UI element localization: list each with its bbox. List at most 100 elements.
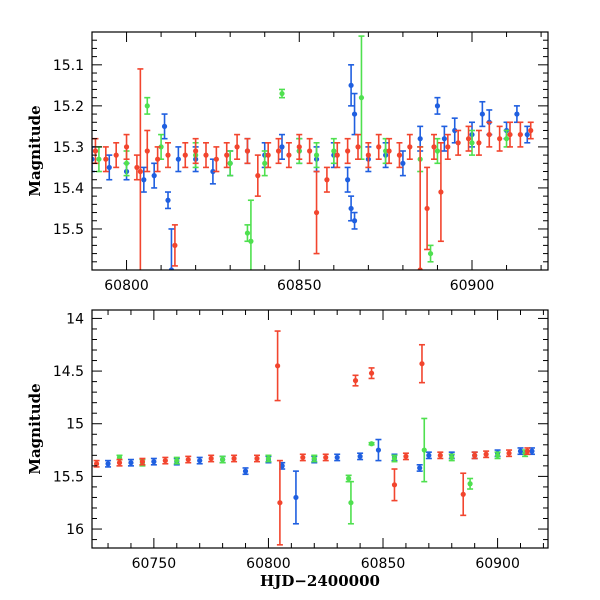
data-point [93, 461, 100, 467]
data-point [407, 144, 413, 150]
data-point [307, 148, 313, 154]
data-point [262, 160, 268, 166]
y-tick-label: 15 [66, 417, 84, 433]
data-point [134, 164, 140, 171]
x-tick-label: 60750 [132, 556, 177, 572]
data-layer [92, 35, 534, 270]
data-point [106, 164, 112, 171]
series-red [93, 330, 531, 546]
data-point [426, 452, 432, 458]
data-point [472, 452, 478, 458]
data-point [345, 177, 351, 183]
data-point [431, 144, 437, 150]
data-point [313, 209, 320, 216]
y-tick-label: 15.2 [53, 99, 84, 115]
data-point [286, 152, 292, 158]
x-tick-label: 60850 [277, 278, 322, 294]
data-point [144, 103, 150, 109]
data-point [144, 148, 150, 154]
series-red [92, 68, 534, 270]
data-point [352, 377, 359, 384]
series-blue [92, 64, 531, 270]
data-point [208, 455, 214, 462]
data-point [175, 156, 181, 162]
data-point [265, 152, 271, 158]
data-point [162, 457, 168, 464]
data-point [483, 451, 489, 457]
data-point [465, 136, 472, 142]
data-point [244, 230, 251, 236]
data-point [139, 459, 146, 465]
data-point [141, 177, 147, 183]
x-tick-label: 60800 [104, 278, 149, 294]
data-point [279, 463, 285, 469]
data-point [386, 148, 392, 154]
data-point [197, 457, 203, 464]
data-point [248, 238, 254, 244]
data-layer [93, 330, 535, 546]
data-point [227, 160, 233, 166]
data-point [161, 123, 168, 129]
data-point [255, 173, 261, 179]
data-point [137, 168, 143, 175]
data-point [155, 156, 161, 162]
data-point [193, 148, 199, 154]
data-point [96, 156, 102, 162]
data-point [376, 144, 382, 150]
data-point [334, 152, 340, 158]
data-point [275, 363, 281, 369]
data-point [400, 160, 406, 166]
data-point [203, 152, 209, 158]
data-point [234, 144, 240, 150]
data-point [174, 457, 180, 464]
data-point [494, 452, 501, 458]
data-point [168, 267, 175, 270]
data-point [275, 148, 282, 154]
data-point [391, 482, 398, 488]
data-point [123, 144, 130, 150]
data-point [346, 475, 352, 482]
data-point [396, 152, 403, 158]
data-point [311, 455, 317, 462]
data-point [254, 455, 260, 462]
data-point [424, 205, 430, 212]
y-tick-label: 14 [66, 311, 84, 327]
y-tick-label: 15.5 [53, 222, 84, 238]
y-tick-label: 15.4 [53, 181, 84, 197]
data-point [210, 168, 216, 175]
data-point [524, 131, 530, 138]
data-point [357, 453, 363, 459]
data-point [244, 148, 251, 154]
data-point [182, 152, 188, 158]
x-tick-label: 60900 [475, 556, 520, 572]
y-tick-label: 16 [66, 522, 84, 538]
data-point [92, 156, 95, 162]
data-point [351, 218, 358, 224]
data-point [421, 447, 427, 453]
data-point [469, 140, 475, 146]
x-tick-label: 60850 [361, 556, 406, 572]
data-point [528, 127, 534, 134]
y-tick-label: 15.5 [53, 469, 84, 485]
data-point [265, 455, 272, 462]
data-point [476, 140, 482, 146]
data-point [514, 111, 520, 117]
data-point [279, 90, 285, 97]
data-point [313, 152, 320, 158]
data-point [242, 468, 249, 474]
data-point [116, 454, 123, 461]
y-tick-label: 14.5 [53, 364, 84, 380]
data-point [506, 450, 512, 456]
data-point [158, 144, 164, 150]
data-point [449, 454, 455, 461]
data-point [417, 267, 423, 270]
data-point [331, 148, 337, 154]
plot-frame [91, 309, 549, 549]
data-point [103, 156, 109, 162]
data-point [437, 452, 443, 458]
data-point [368, 370, 375, 376]
data-point [116, 460, 123, 466]
data-point [165, 197, 171, 203]
data-point [419, 361, 425, 367]
